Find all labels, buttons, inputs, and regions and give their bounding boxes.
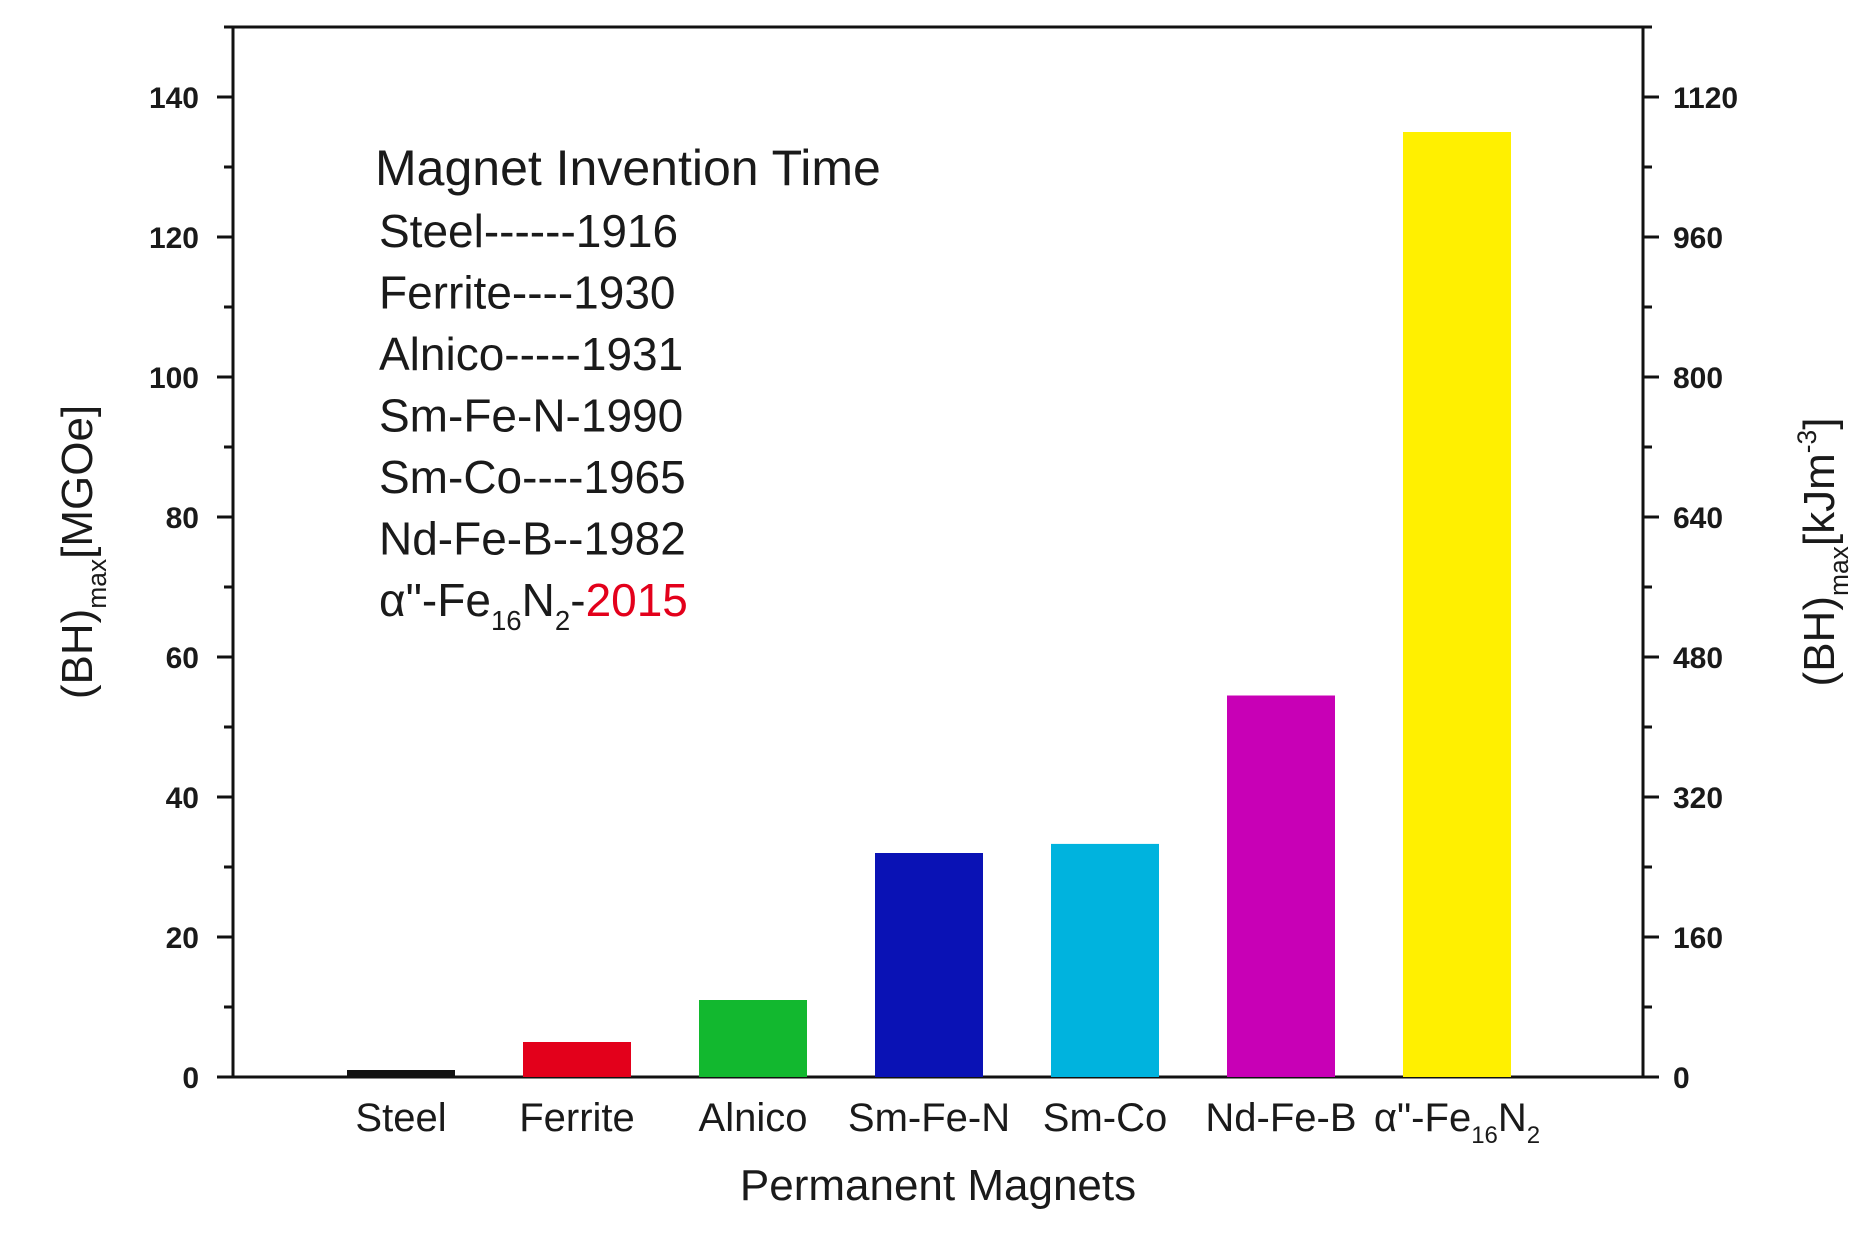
annotation-text: - <box>570 574 585 626</box>
y2-tick-label: 320 <box>1673 782 1723 815</box>
y-tick-label: 120 <box>149 222 199 255</box>
x-tick-label-text: Sm-Fe-N <box>848 1096 1010 1140</box>
annotation-text: α"-Fe <box>379 574 491 626</box>
bar-3 <box>699 1000 807 1077</box>
annotation-subscript: 2 <box>555 605 570 636</box>
annotation-title: Magnet Invention Time <box>375 140 881 196</box>
x-tick-label-text: N <box>1498 1096 1527 1140</box>
x-tick-label: Ferrite <box>519 1096 635 1140</box>
x-tick-label: Steel <box>355 1096 446 1140</box>
y-axis-title-subscript: max <box>82 559 112 609</box>
x-tick-label-text: Sm-Co <box>1043 1096 1167 1140</box>
y2-tick-label: 0 <box>1673 1062 1690 1095</box>
y2-axis-title-bracket: ] <box>1795 418 1844 430</box>
bar-5 <box>1051 843 1159 1077</box>
annotation-line: Sm-Fe-N-1990 <box>379 390 683 442</box>
bar-1 <box>347 1070 455 1077</box>
x-tick-label: Sm-Co <box>1043 1096 1167 1140</box>
annotation-subscript: 16 <box>491 605 522 636</box>
y2-tick-label: 160 <box>1673 922 1723 955</box>
x-tick-label: Alnico <box>699 1096 808 1140</box>
bars <box>347 132 1511 1077</box>
annotation-line: α"-Fe16N2-2015 <box>379 574 688 636</box>
y2-tick-label: 800 <box>1673 362 1723 395</box>
x-axis-title: Permanent Magnets <box>740 1161 1136 1210</box>
x-tick-label-text: Nd-Fe-B <box>1205 1096 1356 1140</box>
x-tick-label: α"-Fe16N2 <box>1374 1096 1540 1149</box>
bar-6 <box>1227 695 1335 1077</box>
x-tick-label-subscript: 2 <box>1527 1122 1540 1149</box>
annotation-line: Sm-Co----1965 <box>379 451 686 503</box>
y2-tick-label: 480 <box>1673 642 1723 675</box>
y-tick-label: 0 <box>182 1062 199 1095</box>
y2-axis-title-subscript: max <box>1824 546 1854 596</box>
x-tick-label-text: α"-Fe <box>1374 1096 1471 1140</box>
bar-4 <box>875 853 983 1077</box>
y-tick-label: 100 <box>149 362 199 395</box>
annotation-text: N <box>522 574 555 626</box>
annotation-line: Ferrite----1930 <box>379 267 676 319</box>
y-tick-label: 60 <box>166 642 199 675</box>
y-axis-title-main: (BH) <box>53 609 102 699</box>
annotation-highlight-year: 2015 <box>586 574 688 626</box>
x-tick-label: Sm-Fe-N <box>848 1096 1010 1140</box>
annotation-line: Alnico-----1931 <box>379 328 683 380</box>
x-tick-label-text: Alnico <box>699 1096 808 1140</box>
invention-time-annotation: Magnet Invention Time Steel------1916 Ferr… <box>375 140 881 636</box>
x-tick-label-text: Ferrite <box>519 1096 635 1140</box>
y2-tick-label: 960 <box>1673 222 1723 255</box>
y-axis-title-unit: [MGOe] <box>53 405 102 559</box>
y2-axis-title-unit: [kJm <box>1795 453 1844 546</box>
y-tick-label: 40 <box>166 782 199 815</box>
bar-2 <box>523 1042 631 1077</box>
y2-tick-label: 640 <box>1673 502 1723 535</box>
y-tick-label: 80 <box>166 502 199 535</box>
y2-axis-title-main: (BH) <box>1795 596 1844 686</box>
y2-axis-title: (BH)max[kJm-3] <box>1792 418 1854 687</box>
annotation-line: Steel------1916 <box>379 205 678 257</box>
x-tick-label: Nd-Fe-B <box>1205 1096 1356 1140</box>
x-tick-label-subscript: 16 <box>1471 1122 1498 1149</box>
x-tick-label-text: Steel <box>355 1096 446 1140</box>
y-tick-label: 20 <box>166 922 199 955</box>
y2-axis-title-superscript: -3 <box>1792 430 1822 453</box>
y-axis-title: (BH)max[MGOe] <box>53 405 112 699</box>
labels: 0 20 40 60 80 100 120 140 0 160 320 480 640 800 960 112… <box>53 82 1854 1210</box>
annotation-line: Nd-Fe-B--1982 <box>379 513 686 565</box>
bar-7 <box>1403 132 1511 1077</box>
y2-tick-label: 1120 <box>1673 82 1738 115</box>
y-tick-label: 140 <box>149 82 199 115</box>
